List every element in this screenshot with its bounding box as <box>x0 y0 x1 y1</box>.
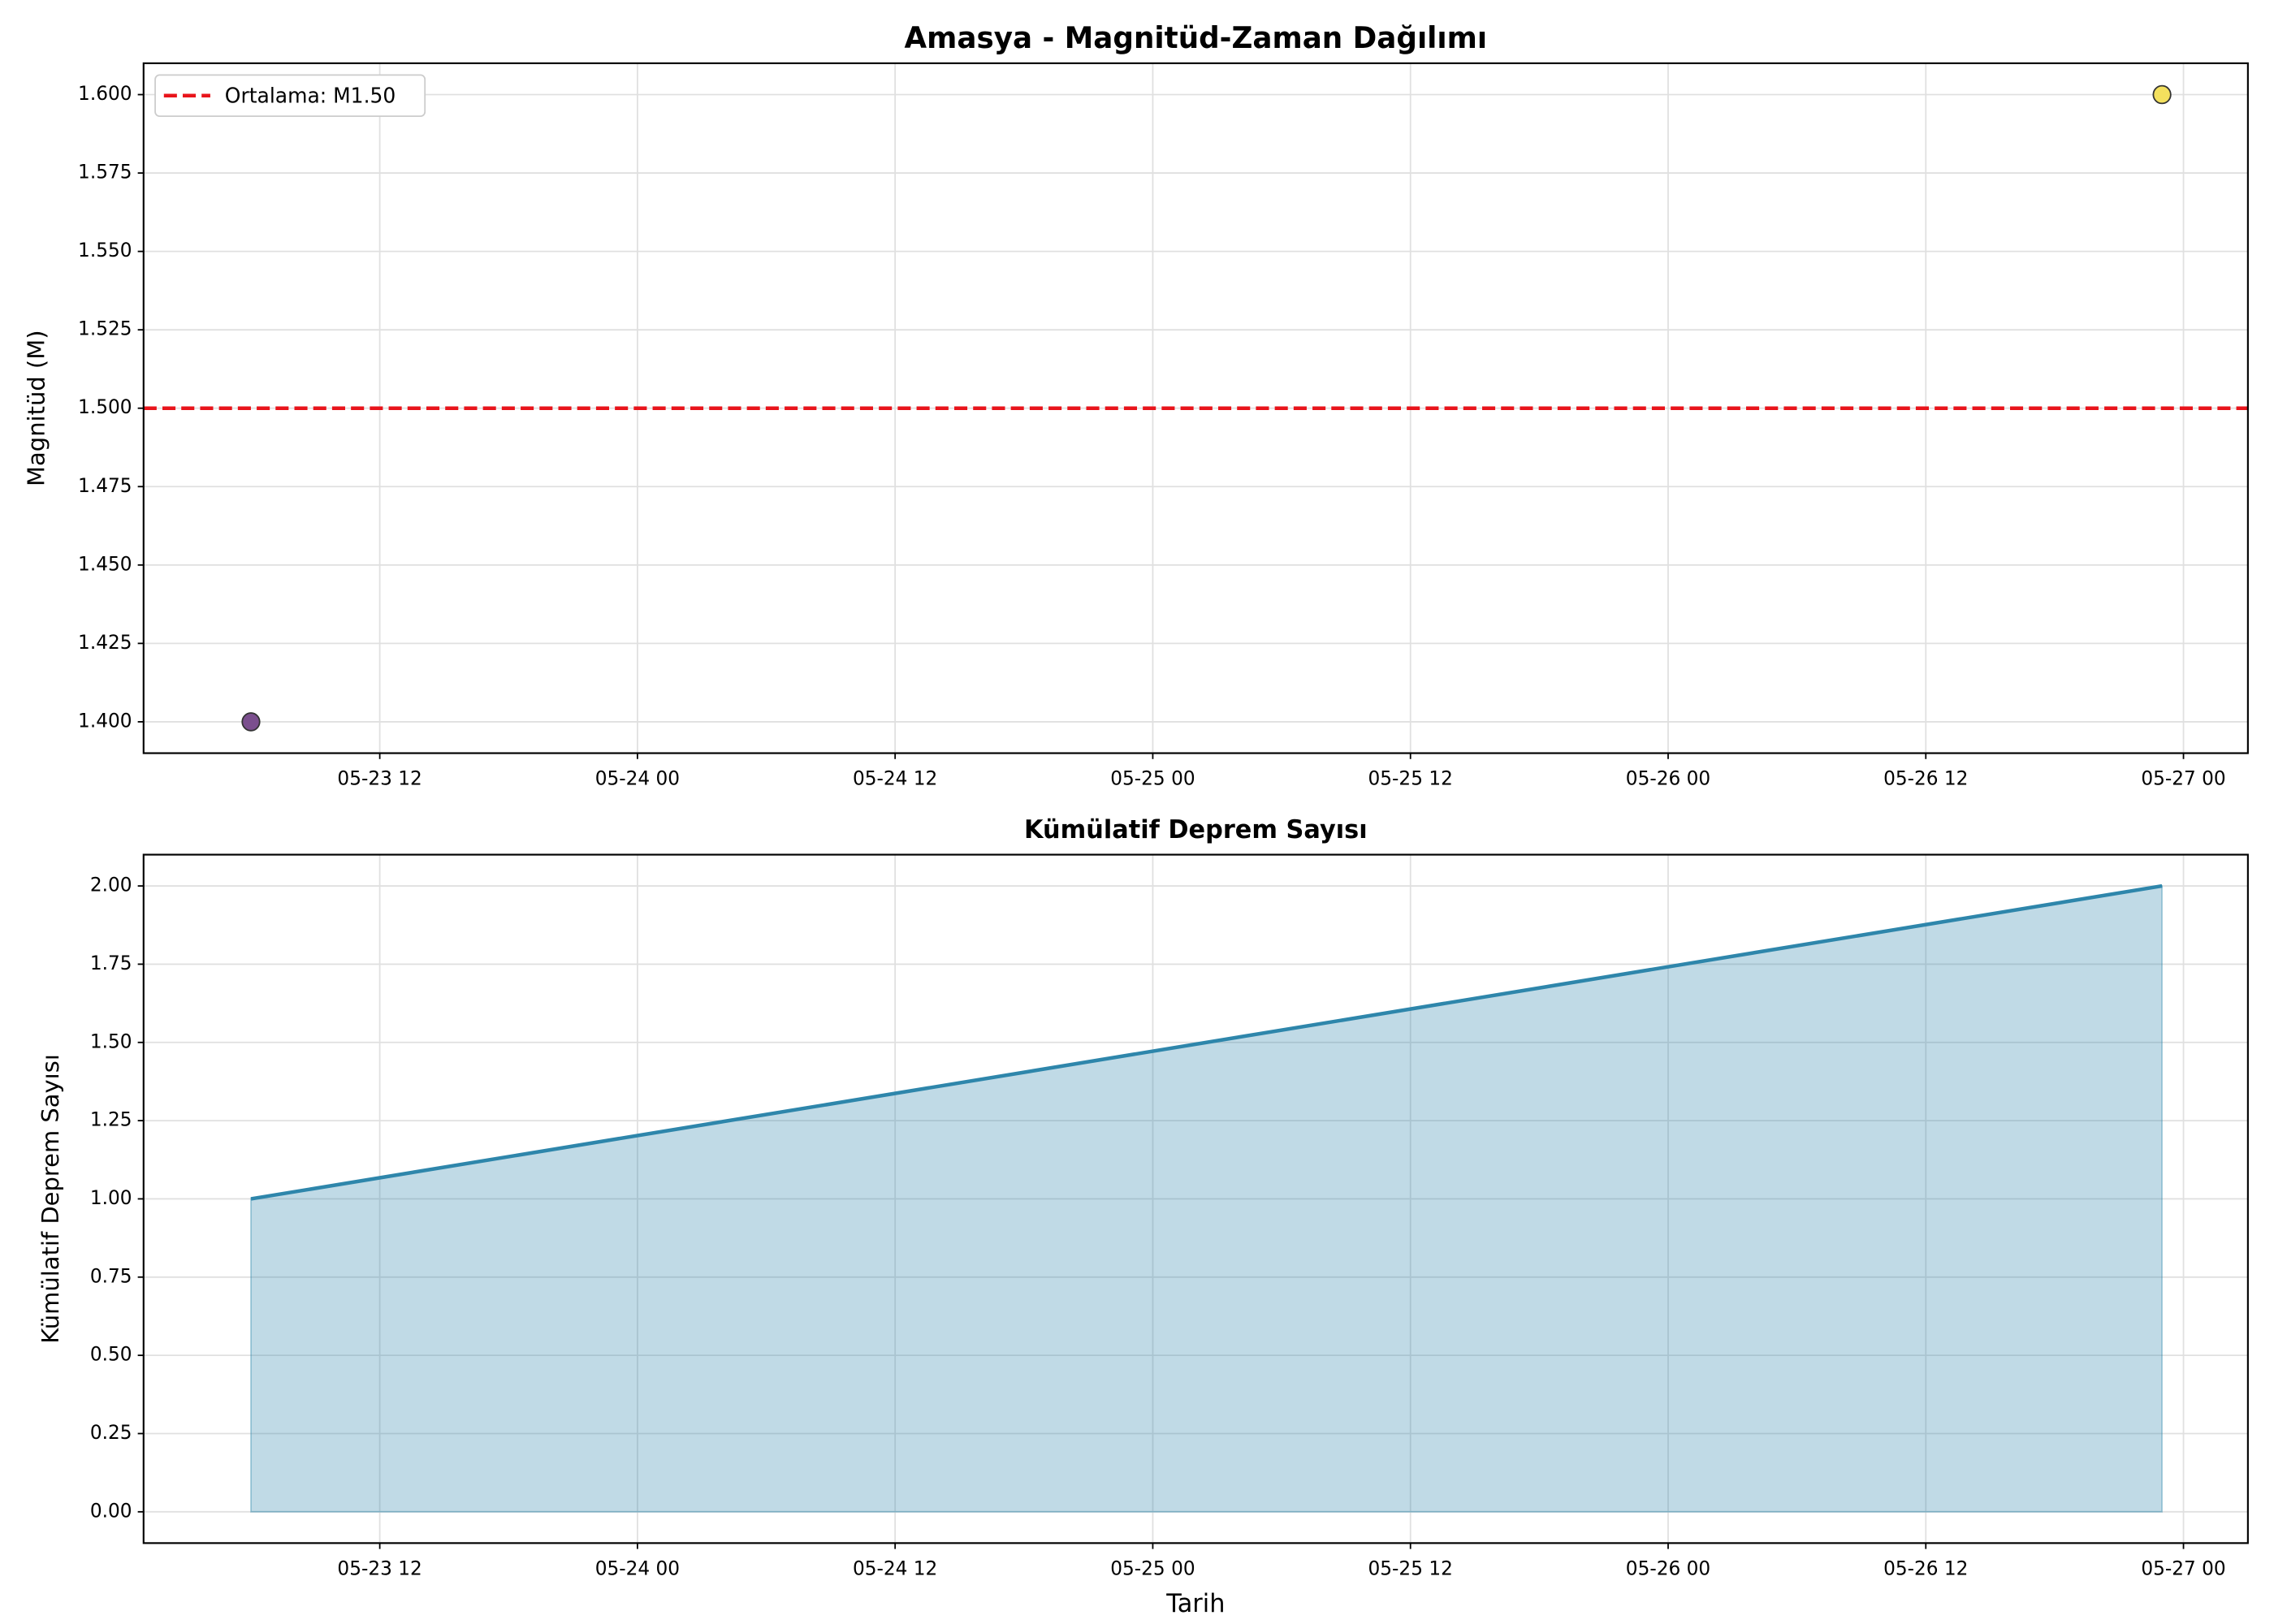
y-tick-label: 2.00 <box>90 873 132 896</box>
scatter-point <box>241 712 261 732</box>
legend: Ortalama: M1.50 <box>154 74 426 118</box>
x-tick-label: 05-26 00 <box>1626 767 1710 790</box>
y-tick-label: 1.575 <box>78 160 132 183</box>
x-tick-label: 05-24 00 <box>595 767 680 790</box>
x-tick-label: 05-25 00 <box>1110 767 1195 790</box>
x-tick-label: 05-26 00 <box>1626 1557 1710 1579</box>
chart-title: Kümülatif Deprem Sayısı <box>1024 816 1368 844</box>
plot-frame <box>142 62 2249 754</box>
y-tick-label: 1.525 <box>78 317 132 340</box>
chart-title: Amasya - Magnitüd-Zaman Dağılımı <box>905 22 1488 55</box>
x-tick-label: 05-26 12 <box>1883 767 1968 790</box>
y-tick-label: 0.50 <box>90 1343 132 1366</box>
y-tick-label: 0.00 <box>90 1499 132 1522</box>
y-tick-label: 0.25 <box>90 1421 132 1444</box>
plot-frame <box>142 853 2249 1544</box>
y-tick-label: 1.500 <box>78 395 132 418</box>
y-tick-label: 1.475 <box>78 474 132 497</box>
x-axis-label: Tarih <box>1165 1590 1225 1618</box>
y-tick-label: 1.75 <box>90 952 132 974</box>
area-fill <box>250 885 2163 1513</box>
x-tick-label: 05-24 00 <box>595 1557 680 1579</box>
x-tick-label: 05-24 12 <box>853 767 937 790</box>
y-tick-label: 1.600 <box>78 82 132 105</box>
x-tick-label: 05-26 12 <box>1883 1557 1968 1579</box>
area-line <box>250 883 2163 1201</box>
y-tick-label: 1.25 <box>90 1108 132 1130</box>
y-axis-label: Magnitüd (M) <box>23 330 50 486</box>
x-tick-label: 05-27 00 <box>2141 1557 2225 1579</box>
scatter-point <box>2152 84 2172 105</box>
y-tick-label: 1.425 <box>78 631 132 654</box>
y-tick-label: 1.450 <box>78 552 132 575</box>
x-tick-label: 05-23 12 <box>337 767 422 790</box>
y-axis-label: Kümülatif Deprem Sayısı <box>37 1054 64 1344</box>
x-tick-label: 05-25 00 <box>1110 1557 1195 1579</box>
y-tick-label: 1.550 <box>78 239 132 261</box>
legend-label: Ortalama: M1.50 <box>225 84 396 107</box>
y-tick-label: 1.00 <box>90 1186 132 1209</box>
x-tick-label: 05-24 12 <box>853 1557 937 1579</box>
y-tick-label: 0.75 <box>90 1264 132 1287</box>
x-tick-label: 05-23 12 <box>337 1557 422 1579</box>
legend-box <box>154 74 426 118</box>
x-tick-label: 05-25 12 <box>1368 1557 1453 1579</box>
x-tick-label: 05-25 12 <box>1368 767 1453 790</box>
y-tick-label: 1.400 <box>78 709 132 732</box>
x-tick-label: 05-27 00 <box>2141 767 2225 790</box>
y-tick-label: 1.50 <box>90 1030 132 1052</box>
